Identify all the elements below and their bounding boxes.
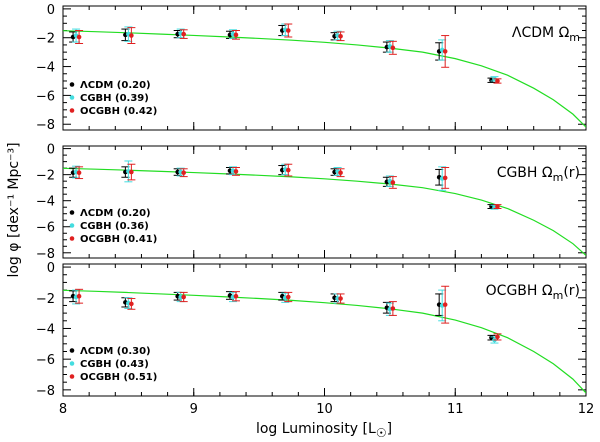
data-point [442,175,448,181]
y-tick-label: −4 [36,322,55,337]
data-point [495,204,500,209]
data-point [285,294,291,300]
panel-title: ΛCDM Ωm [512,25,580,44]
data-point [495,78,500,84]
y-tick-label: −8 [36,384,55,399]
panel-title-main: OCGBH Ω [486,283,553,299]
panel-1: 0 −2 −4 −6 −8 ΛCDM Ωm ΛCDM (0.20) CGBH (0.39) OC… [36,3,587,133]
series-cgbh [72,289,499,344]
series-ocgbh [75,285,502,341]
legend-marker-ocgbh [69,108,75,113]
panel-title-suffix: (r) [563,283,580,299]
y-tick-label: 0 [47,261,55,276]
panel-title-suffix: (r) [563,165,580,181]
panel-3: 0 −2 −4 −6 −8 OCGBH Ωm(r) ΛCDM (0.30) CGBH (0.4… [36,261,587,399]
data-point [285,28,291,33]
y-axis-title: log φ [dex⁻¹ Mpc⁻³] [6,142,22,277]
y-tick-label: −6 [36,221,55,236]
legend-label-lcdm: ΛCDM (0.30) [80,346,151,357]
data-point [233,32,239,38]
legend-marker-lcdm [69,82,75,87]
panel-title: OCGBH Ωm(r) [486,283,580,302]
y-tick-label: −8 [36,118,55,133]
fit-curve [63,289,586,394]
y-tick-label: −2 [36,32,55,47]
y-tick-label: −6 [36,353,55,368]
data-point [338,170,343,175]
x-axis-title: log Luminosity [L☉] [256,421,392,440]
x-axis-title-close: ] [387,421,392,437]
data-point [390,180,396,185]
legend-marker-cgbh [69,223,75,228]
legend-marker-lcdm [69,348,75,353]
panel-title-main: CGBH Ω [497,165,553,181]
data-point [129,33,134,38]
data-point [390,306,396,311]
y-tick-label: −2 [36,169,55,184]
panel-2: 0 −2 −4 −6 −8 CGBH Ωm(r) ΛCDM (0.20) CGBH (0.36… [36,143,587,262]
panel-title-main: ΛCDM Ω [512,25,570,41]
y-tick-label: −2 [36,292,55,307]
fit-curve [63,30,586,128]
data-point [442,49,448,54]
x-axis-title-main: log Luminosity [L [256,421,376,437]
y-tick-label: 0 [47,3,55,18]
panel-title: CGBH Ωm(r) [497,165,580,184]
series-ocgbh [75,23,502,84]
panel-title-subscript: m [569,31,580,44]
legend-marker-lcdm [69,210,75,215]
legend-label-ocgbh: OCGBH (0.51) [80,372,157,383]
legend-label-cgbh: CGBH (0.39) [80,93,149,104]
y-tick-label: −4 [36,195,55,210]
y-tick-label: −8 [36,247,55,262]
data-point [338,296,343,301]
legend-label-cgbh: CGBH (0.36) [80,221,149,232]
data-point [76,34,82,40]
x-tick-label: 9 [190,402,198,417]
legend-label-ocgbh: OCGBH (0.41) [80,234,157,245]
data-point [285,167,291,173]
legend-marker-ocgbh [69,236,75,241]
data-point [76,170,82,175]
legend-marker-ocgbh [69,374,75,379]
data-point [233,169,239,174]
y-tick-label: 0 [47,143,55,158]
x-tick-label: 8 [59,402,67,417]
legend-label-ocgbh: OCGBH (0.42) [80,106,157,117]
data-point [129,301,134,307]
y-tick-label: −4 [36,61,55,76]
x-axis-sun-symbol: ☉ [376,426,387,440]
data-point [129,169,134,175]
data-point [495,334,500,340]
legend-label-lcdm: ΛCDM (0.20) [80,208,151,219]
legend-marker-cgbh [69,361,75,366]
series-lcdm [69,290,496,341]
x-tick-label: 11 [447,402,464,417]
data-point [442,302,448,307]
fit-curve [63,167,586,256]
panel-title-subscript: m [553,289,564,302]
data-point [181,294,186,300]
y-tick-label: −6 [36,89,55,104]
data-point [338,33,343,39]
legend-label-cgbh: CGBH (0.43) [80,359,149,370]
series-ocgbh [75,163,502,210]
data-point [233,293,239,299]
legend-label-lcdm: ΛCDM (0.20) [80,80,151,91]
series-cgbh [72,160,499,210]
x-tick-label: 10 [316,402,333,417]
data-point [181,170,186,175]
data-point [181,31,186,37]
data-point [76,293,82,299]
data-point [390,45,396,51]
x-tick-label: 12 [578,402,595,417]
legend-marker-cgbh [69,95,75,100]
panel-title-subscript: m [553,171,564,184]
